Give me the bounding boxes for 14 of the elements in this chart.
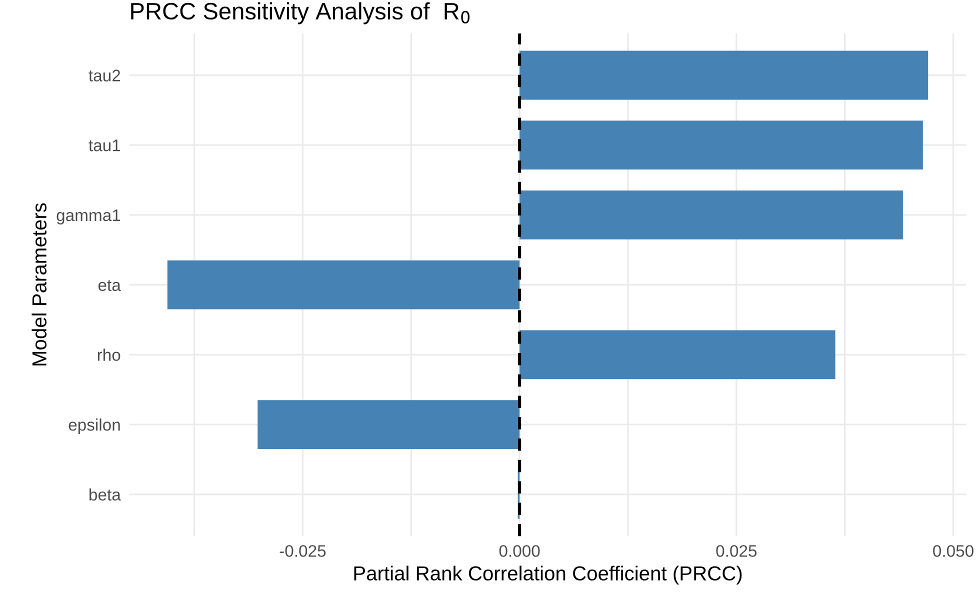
y-tick-label: rho: [98, 348, 120, 361]
x-axis-title: Partial Rank Correlation Coefficient (PRCC): [354, 566, 742, 584]
x-tick-label: 0.050: [933, 545, 974, 557]
x-tick-label: 0.000: [499, 545, 540, 557]
y-tick-label: beta: [90, 488, 121, 501]
y-tick-label: eta: [98, 280, 121, 292]
chart-title: PRCC Sensitivity Analysis of R$_{0}$: [131, 2, 470, 24]
y-tick-label: epsilon: [68, 418, 120, 434]
y-axis-title: Model Parameters: [32, 203, 47, 366]
y-tick-label: tau1: [88, 140, 120, 152]
y-tick-label: tau2: [88, 70, 120, 82]
x-tick-label: -0.025: [280, 545, 326, 557]
x-tick-label: 0.025: [716, 545, 757, 557]
y-tick-label: gamma1: [56, 210, 120, 224]
